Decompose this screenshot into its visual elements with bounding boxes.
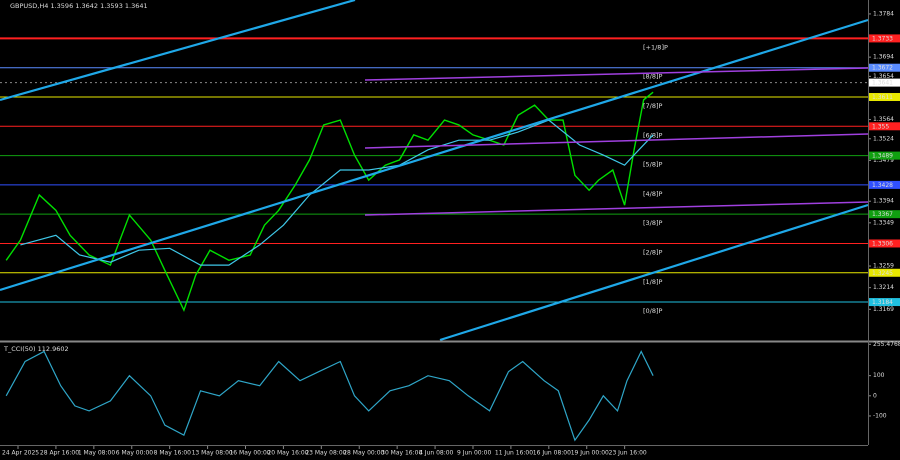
level-label: 1.3489 [872, 153, 893, 160]
level-label-box [869, 298, 900, 307]
last-price-label: 1.3641 [872, 80, 893, 87]
y-tick-label: 1.3214 [873, 284, 894, 291]
level-label: 1.3428 [872, 182, 893, 189]
level-tag: [0/8]P [643, 307, 663, 315]
x-tick-label: 28 May 00:00 [343, 450, 384, 457]
x-tick-label: 16 May 00:00 [229, 450, 270, 457]
y-tick-label: 1.3349 [873, 219, 894, 226]
level-label-box [869, 210, 900, 219]
level-label: 1.3184 [872, 299, 893, 306]
series-group [5, 350, 654, 442]
x-tick-label: 9 Jun 00:00 [457, 450, 491, 457]
y-tick-label: 0 [873, 392, 877, 399]
y-tick-label: 1.3169 [873, 306, 894, 313]
level-tag: [5/8]P [643, 161, 663, 169]
level-label: 1.3733 [872, 35, 893, 42]
x-tick-label: 6 May 00:00 [116, 450, 154, 457]
series-line [5, 350, 654, 442]
y-tick-label: 1.3654 [873, 73, 894, 80]
level-label: 1.3306 [872, 240, 893, 247]
y-tick-label: 1.3564 [873, 116, 894, 123]
level-label-box [869, 180, 900, 189]
x-tick-label: 23 Jun 16:00 [609, 450, 647, 457]
level-tag: [2/8]P [643, 248, 663, 256]
y-tick-label: 1.3784 [873, 10, 894, 17]
x-tick-label: 16 Jun 08:00 [533, 450, 571, 457]
x-tick-label: 20 May 16:00 [267, 450, 308, 457]
level-tag: [8/8]P [643, 73, 663, 81]
level-label: 1.3611 [872, 94, 893, 101]
level-tag: [7/8]P [643, 102, 663, 110]
regression-line [364, 201, 869, 216]
trend-drawings [0, 0, 869, 342]
level-tag: [+1/8]P [643, 43, 668, 51]
level-label-box [869, 63, 900, 72]
series-group [5, 91, 654, 313]
x-tick-label: 30 May 16:00 [381, 450, 422, 457]
y-tick-label: 1.3479 [873, 157, 894, 164]
level-tag: [3/8]P [643, 219, 663, 227]
series-line [20, 119, 654, 266]
x-tick-label: 1 May 08:00 [78, 450, 116, 457]
x-tick-label: 28 Apr 16:00 [40, 450, 79, 457]
level-label-box [869, 268, 900, 277]
x-tick-label: 23 May 08:00 [305, 450, 346, 457]
level-label: 1.355 [872, 123, 889, 130]
level-label-box [869, 122, 900, 131]
y-tick-label: -100 [873, 412, 887, 419]
y-tick-label: 1.3259 [873, 263, 894, 270]
panel-title: T_CCI(50) 112.9602 [3, 345, 69, 353]
y-tick-label: 100 [873, 372, 885, 379]
price-panel: [+1/8]P[8/8]P[7/8]P[6/8]P[5/8]P[4/8]P[3/… [0, 2, 900, 315]
x-tick-label: 11 Jun 16:00 [495, 450, 533, 457]
level-tag: [1/8]P [643, 278, 663, 286]
level-label-box [869, 239, 900, 248]
x-tick-label: 19 Jun 00:00 [571, 450, 609, 457]
y-tick-label: 255.4768 [873, 341, 900, 348]
channel-line [0, 18, 869, 292]
level-label-box [869, 93, 900, 102]
level-label: 1.3245 [872, 270, 893, 277]
level-label: 1.3367 [872, 211, 893, 218]
level-label-box [869, 34, 900, 43]
level-tag: [4/8]P [643, 190, 663, 198]
panel-title: GBPUSD,H4 1.3596 1.3642 1.3593 1.3641 [10, 2, 148, 10]
y-tick-label: 1.3394 [873, 198, 894, 205]
channel-line [439, 203, 869, 342]
x-tick-label: 8 May 16:00 [154, 450, 192, 457]
regression-line [364, 67, 869, 81]
y-tick-label: 1.3694 [873, 54, 894, 61]
x-tick-label: 24 Apr 2025 [2, 450, 39, 457]
series-line [5, 91, 654, 313]
channel-line [0, 0, 356, 102]
x-tick-label: 13 May 08:00 [192, 450, 233, 457]
y-tick-label: 1.3524 [873, 135, 894, 142]
x-tick-label: 4 Jun 08:00 [419, 450, 453, 457]
regression-line [364, 133, 869, 149]
level-label: 1.3672 [872, 65, 893, 72]
level-label-box [869, 151, 900, 160]
last-price-box [869, 78, 900, 87]
